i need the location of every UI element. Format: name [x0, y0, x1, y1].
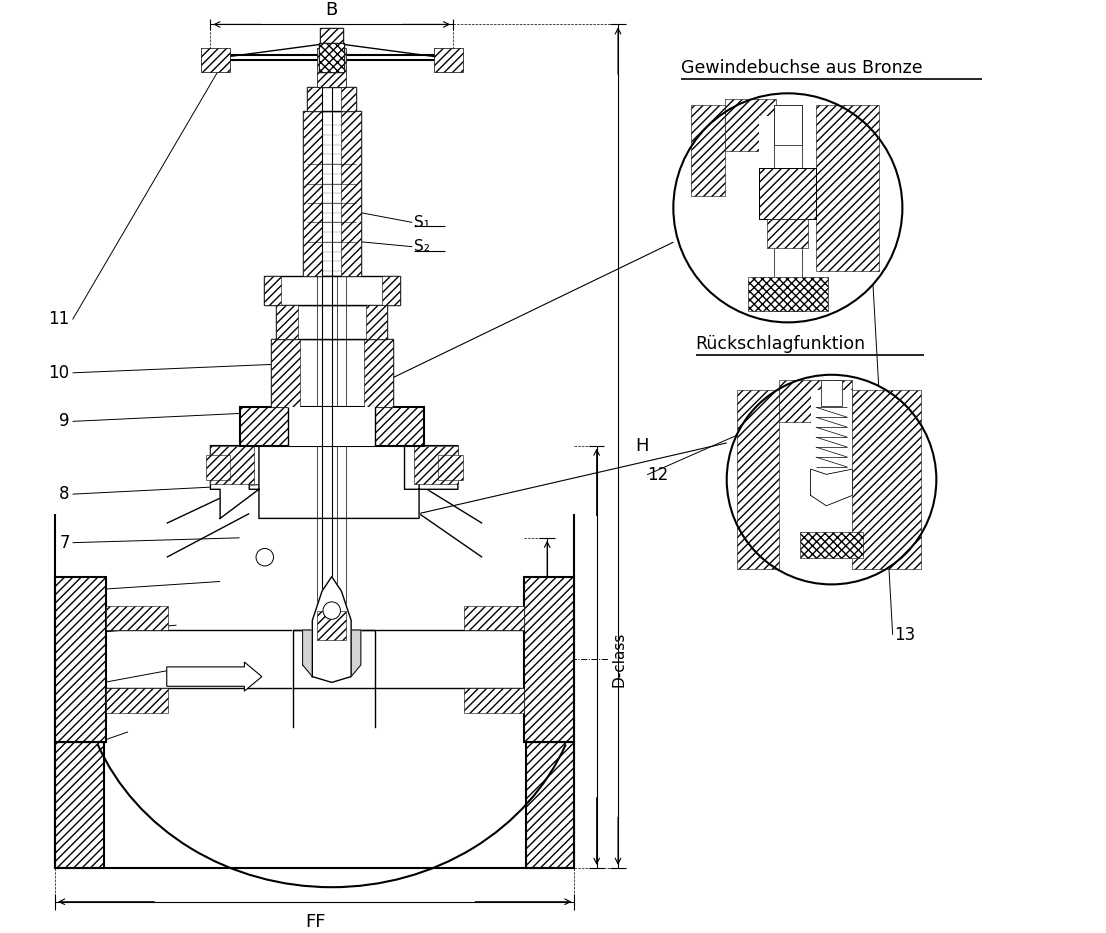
Text: 12: 12 — [647, 466, 668, 483]
Text: 13: 13 — [895, 626, 916, 644]
Polygon shape — [293, 630, 375, 727]
Bar — [774, 104, 802, 311]
Text: 3: 3 — [59, 743, 70, 760]
Bar — [200, 48, 230, 72]
Bar — [524, 577, 574, 742]
Text: 2: 2 — [59, 801, 70, 818]
Bar — [759, 117, 816, 299]
Circle shape — [727, 375, 937, 584]
Text: 9: 9 — [60, 412, 70, 430]
Bar — [524, 577, 574, 742]
Bar — [320, 28, 343, 48]
Bar — [276, 305, 387, 339]
Bar — [342, 87, 356, 111]
Bar — [105, 606, 168, 630]
Text: FF: FF — [305, 913, 325, 931]
Text: DN: DN — [513, 602, 528, 625]
Polygon shape — [811, 469, 853, 506]
Bar — [724, 99, 776, 150]
Bar — [240, 407, 424, 446]
Bar — [690, 104, 724, 196]
Bar — [748, 276, 828, 311]
Bar — [55, 742, 104, 868]
Bar — [525, 742, 574, 868]
Bar — [366, 305, 387, 339]
Circle shape — [674, 93, 902, 323]
Bar — [276, 305, 298, 339]
Bar — [364, 339, 393, 407]
Bar — [738, 391, 779, 569]
Text: 1: 1 — [59, 842, 70, 860]
Bar — [55, 742, 104, 868]
Circle shape — [323, 602, 341, 620]
Bar — [206, 455, 230, 480]
Bar — [759, 168, 816, 219]
Bar — [853, 391, 920, 569]
Bar — [271, 339, 393, 407]
Circle shape — [255, 549, 273, 566]
Text: Gewindebuchse aus Bronze: Gewindebuchse aus Bronze — [681, 59, 922, 77]
Bar — [240, 407, 424, 446]
Bar — [463, 689, 524, 713]
Text: 10: 10 — [49, 364, 70, 382]
Bar — [463, 606, 524, 630]
Bar — [383, 276, 399, 305]
Polygon shape — [303, 630, 361, 680]
Polygon shape — [55, 475, 574, 868]
Bar — [210, 446, 254, 484]
Bar — [317, 610, 346, 640]
Bar — [320, 28, 343, 48]
Text: 8: 8 — [60, 485, 70, 503]
Bar — [438, 455, 462, 480]
Bar — [816, 104, 879, 271]
Text: 6: 6 — [60, 582, 70, 600]
Bar — [55, 577, 105, 742]
Bar — [55, 577, 105, 742]
Bar — [779, 380, 853, 422]
Bar — [317, 48, 346, 87]
Bar — [307, 87, 356, 111]
Bar — [821, 380, 842, 406]
Bar — [288, 407, 375, 446]
Text: S₂: S₂ — [415, 239, 430, 254]
Polygon shape — [210, 446, 458, 519]
Bar — [307, 87, 322, 111]
Bar — [271, 339, 300, 407]
Bar — [774, 104, 802, 145]
Bar — [434, 48, 462, 72]
Bar — [320, 43, 344, 72]
Bar — [303, 111, 361, 276]
Bar — [264, 276, 281, 305]
Text: 11: 11 — [49, 311, 70, 328]
Bar — [525, 742, 574, 868]
Bar — [759, 168, 816, 219]
Bar — [415, 446, 458, 484]
Bar — [105, 689, 168, 713]
Text: 4: 4 — [60, 679, 70, 697]
Text: D-class: D-class — [612, 632, 626, 687]
Text: S₁: S₁ — [415, 215, 430, 230]
Text: B: B — [325, 1, 337, 19]
FancyArrow shape — [167, 662, 262, 691]
Text: Rückschlagfunktion: Rückschlagfunktion — [696, 336, 866, 354]
Bar — [768, 219, 808, 248]
Bar — [811, 391, 853, 569]
Bar — [303, 111, 322, 276]
Bar — [264, 276, 399, 305]
Bar — [800, 532, 863, 558]
Text: 7: 7 — [60, 534, 70, 551]
Text: H: H — [636, 437, 649, 454]
Bar — [320, 43, 344, 72]
Polygon shape — [312, 577, 351, 682]
Text: 5: 5 — [60, 626, 70, 644]
Bar — [342, 111, 361, 276]
